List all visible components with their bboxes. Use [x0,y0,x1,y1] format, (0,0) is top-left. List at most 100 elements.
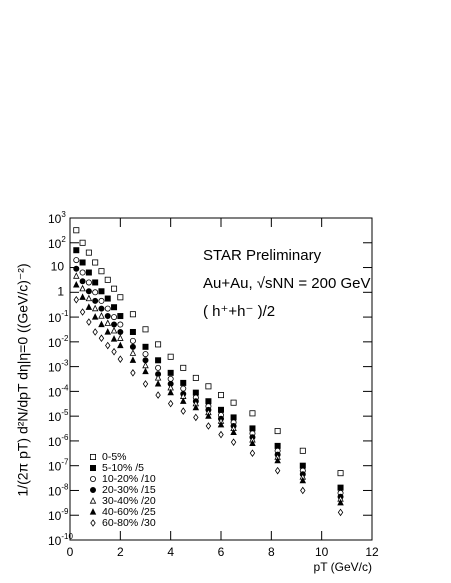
y-tick-exponent: -5 [61,408,69,417]
marker [73,265,80,272]
marker [205,383,212,390]
legend-label: 5-10% /5 [102,462,144,474]
marker [98,268,105,275]
marker [274,466,281,475]
y-tick-base: 10 [48,311,62,325]
marker [73,227,80,234]
marker [117,294,124,301]
y-tick-exponent: -9 [61,507,69,516]
marker [85,288,92,295]
y-tick-label: 10-9 [48,507,69,523]
y-tick-base: 10 [48,534,62,548]
marker [167,388,174,396]
marker [111,314,118,321]
y-tick-exponent: 3 [61,210,66,219]
y-tick-exponent: -3 [61,359,69,368]
marker [129,328,136,335]
marker [85,249,92,256]
marker [91,313,99,320]
marker [104,319,111,326]
y-tick-label: 1 [57,284,64,298]
marker [167,353,174,360]
marker [274,428,281,435]
marker [111,347,117,356]
y-tick-label: 10-7 [48,458,69,474]
marker [79,278,86,285]
marker [155,364,162,371]
y-tick-label: 10-6 [48,433,69,449]
marker [73,295,79,304]
marker [193,413,199,422]
y-tick-exponent: -8 [61,483,69,492]
marker [155,391,161,399]
y-tick-label: 10-4 [48,383,69,399]
y-tick-label: 10-8 [48,483,69,499]
marker [73,272,80,279]
marker [167,375,174,382]
marker [111,285,118,292]
marker [142,361,149,369]
marker [142,351,149,358]
y-tick-base: 10 [48,485,62,499]
marker [299,447,306,454]
marker [337,498,344,506]
marker [117,355,124,363]
marker [110,335,118,342]
marker [180,385,187,392]
marker [92,289,99,296]
marker [155,341,162,348]
marker [337,470,344,477]
marker [104,328,111,335]
marker [274,442,281,449]
y-tick-base: 10 [48,237,62,251]
legend-label: 60-80% /30 [102,517,156,529]
marker [79,239,86,246]
y-axis-label: 1/(2π pT) d²N/dpT dη|η=0 ((GeV/c)⁻²) [15,263,31,496]
y-tick-label: 102 [48,235,66,251]
marker [129,356,137,363]
y-tick-label: 10-10 [48,532,73,548]
marker [299,462,306,469]
marker [117,321,124,328]
y-tick-base: 10 [48,435,62,449]
marker [218,430,224,439]
marker [192,374,199,381]
marker [92,297,99,304]
marker [299,476,307,484]
y-tick-exponent: -6 [61,433,69,442]
marker [180,407,186,415]
marker [98,288,105,295]
marker [217,420,225,428]
marker [98,305,105,312]
marker [98,297,105,304]
marker [85,269,92,276]
y-tick-exponent: 2 [61,235,66,244]
y-tick-label: 10-5 [48,408,69,424]
marker [230,414,237,421]
marker [129,337,136,344]
annotation: STAR Preliminary [203,247,322,264]
marker [111,321,118,328]
marker [230,438,237,446]
marker [142,326,149,333]
marker [337,484,344,491]
marker [85,294,93,302]
x-tick-label: 10 [315,545,329,559]
marker [249,425,256,432]
x-tick-label: 0 [67,545,74,559]
legend-marker [90,453,97,460]
marker [73,247,80,254]
legend-marker [90,475,97,482]
y-tick-label: 10 [51,260,65,274]
marker [79,269,86,276]
marker [130,369,136,377]
x-tick-label: 4 [167,545,174,559]
legend-label: 40-60% /25 [102,506,156,518]
y-tick-base: 10 [48,410,62,424]
marker [167,369,174,376]
legend-label: 20-30% /15 [102,484,156,496]
y-tick-base: 10 [48,386,62,400]
marker [105,341,111,350]
marker [104,313,111,320]
marker [337,508,344,517]
